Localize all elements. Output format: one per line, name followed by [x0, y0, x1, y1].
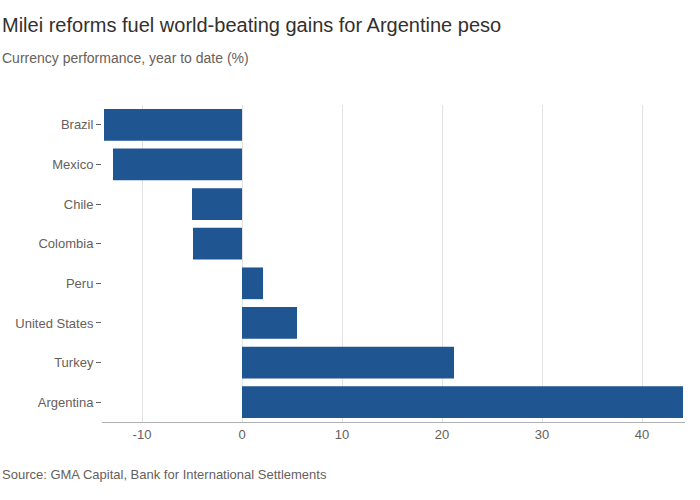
svg-text:0: 0 — [238, 427, 245, 442]
svg-text:Argentina: Argentina — [38, 395, 94, 410]
svg-text:Colombia: Colombia — [38, 236, 94, 251]
svg-text:Brazil: Brazil — [61, 117, 94, 132]
svg-text:Source: GMA Capital, Bank for: Source: GMA Capital, Bank for Internatio… — [2, 467, 327, 482]
svg-text:20: 20 — [435, 427, 449, 442]
svg-text:Currency performance, year to: Currency performance, year to date (%) — [2, 50, 249, 66]
svg-text:40: 40 — [635, 427, 649, 442]
svg-text:Milei reforms fuel world-beati: Milei reforms fuel world-beating gains f… — [2, 14, 501, 36]
svg-text:-10: -10 — [133, 427, 152, 442]
svg-text:Chile: Chile — [64, 197, 94, 212]
svg-text:Turkey: Turkey — [54, 355, 94, 370]
svg-text:10: 10 — [335, 427, 349, 442]
svg-text:Peru: Peru — [66, 276, 93, 291]
svg-text:Mexico: Mexico — [52, 157, 93, 172]
svg-text:30: 30 — [535, 427, 549, 442]
svg-text:United States: United States — [15, 315, 94, 330]
